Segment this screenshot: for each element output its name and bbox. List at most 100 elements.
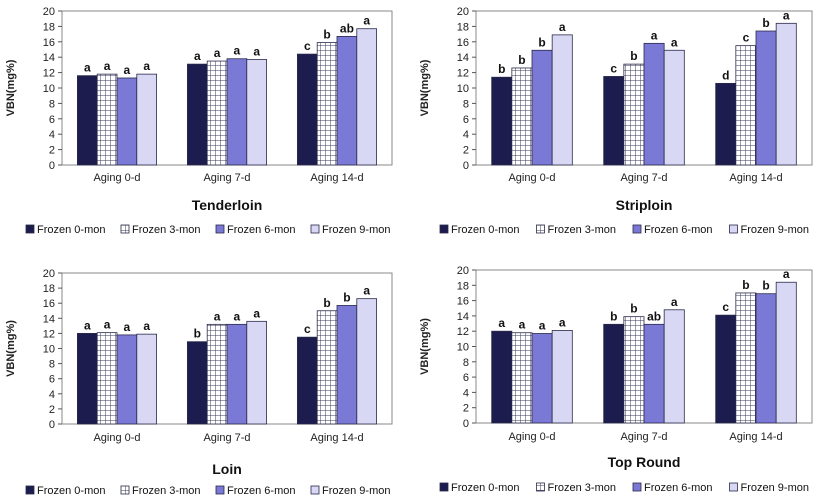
bar	[296, 336, 318, 425]
y-tick-label: 10	[457, 342, 469, 354]
bar	[77, 332, 98, 425]
significance-label: d	[722, 68, 729, 82]
category-label: Aging 7-d	[203, 172, 250, 184]
y-tick-label: 8	[463, 98, 469, 110]
y-tick-label: 18	[43, 283, 55, 295]
significance-label: a	[253, 45, 260, 59]
legend-swatch	[536, 224, 545, 234]
panel-title: Striploin	[616, 197, 673, 213]
y-tick-label: 16	[457, 37, 469, 49]
legend-entry: Frozen 3-mon	[132, 224, 200, 236]
y-tick-label: 12	[457, 326, 469, 338]
legend-entry: Frozen 9-mon	[322, 485, 390, 497]
y-tick-label: 2	[49, 404, 55, 416]
legend-swatch	[632, 224, 642, 234]
category-label: Aging 0-d	[93, 432, 140, 444]
bar	[246, 320, 268, 425]
category-label: Aging 7-d	[203, 432, 250, 444]
category-label: Aging 14-d	[310, 172, 363, 184]
bar	[336, 36, 358, 166]
y-tick-label: 16	[43, 298, 55, 310]
bar	[663, 49, 685, 166]
bar	[643, 42, 665, 166]
significance-label: a	[124, 320, 131, 334]
significance-label: b	[538, 35, 545, 49]
y-tick-label: 16	[457, 296, 469, 308]
bar	[511, 332, 533, 424]
y-tick-label: 20	[43, 268, 55, 280]
legend-swatch	[25, 224, 35, 234]
significance-label: b	[518, 53, 525, 67]
bar	[356, 28, 377, 166]
legend-swatch	[439, 224, 449, 234]
bar	[531, 49, 553, 166]
bar	[715, 82, 737, 166]
y-tick-label: 14	[43, 52, 55, 64]
legend-swatch	[120, 224, 130, 234]
y-tick-label: 10	[43, 83, 55, 95]
legend-swatch	[215, 224, 225, 234]
bar	[491, 330, 513, 424]
y-tick-label: 0	[463, 418, 469, 430]
bar	[246, 59, 268, 166]
category-label: Aging 0-d	[508, 172, 555, 184]
significance-label: a	[234, 44, 241, 58]
bar	[316, 310, 338, 425]
significance-label: b	[762, 279, 769, 293]
y-axis-label: VBN(mg%)	[419, 318, 431, 375]
significance-label: a	[194, 49, 201, 63]
bar	[116, 77, 138, 166]
significance-label: b	[762, 16, 769, 30]
bar	[551, 34, 573, 166]
bar	[603, 76, 625, 166]
significance-label: a	[84, 61, 91, 75]
bar	[735, 45, 757, 166]
bar	[226, 58, 248, 166]
significance-label: a	[234, 309, 241, 323]
significance-label: b	[323, 28, 330, 42]
significance-label: a	[671, 35, 678, 49]
bar	[356, 298, 377, 425]
y-tick-label: 2	[463, 403, 469, 415]
significance-label: c	[722, 300, 729, 314]
y-tick-label: 0	[49, 419, 55, 431]
significance-label: a	[214, 309, 221, 323]
bar	[136, 333, 158, 425]
panel-title: Loin	[212, 461, 242, 477]
y-axis-label: VBN(mg%)	[419, 59, 431, 116]
significance-label: ab	[647, 309, 661, 323]
significance-label: c	[304, 39, 311, 53]
y-tick-label: 4	[463, 129, 469, 141]
legend-entry: Frozen 3-mon	[548, 224, 616, 236]
bar	[206, 323, 228, 425]
legend-entry: Frozen 9-mon	[741, 224, 809, 236]
bar	[116, 334, 138, 425]
bar	[735, 292, 757, 424]
legend-entry: Frozen 6-mon	[644, 482, 712, 494]
significance-label: a	[559, 315, 566, 329]
y-tick-label: 6	[49, 114, 55, 126]
legend-swatch	[310, 224, 320, 234]
bar	[136, 73, 158, 166]
significance-label: a	[253, 306, 260, 320]
y-tick-label: 16	[43, 37, 55, 49]
y-tick-label: 0	[49, 160, 55, 172]
bar	[623, 316, 645, 424]
significance-label: a	[651, 28, 658, 42]
bar	[531, 333, 553, 424]
legend-swatch	[215, 485, 225, 495]
legend-swatch	[439, 482, 449, 492]
bar	[551, 330, 573, 424]
legend-entry: Frozen 9-mon	[741, 482, 809, 494]
significance-label: c	[743, 31, 750, 45]
y-tick-label: 12	[457, 68, 469, 80]
bar	[96, 332, 118, 425]
y-tick-label: 14	[43, 313, 55, 325]
significance-label: a	[143, 59, 150, 73]
bar	[336, 305, 358, 425]
category-label: Aging 7-d	[620, 431, 667, 443]
